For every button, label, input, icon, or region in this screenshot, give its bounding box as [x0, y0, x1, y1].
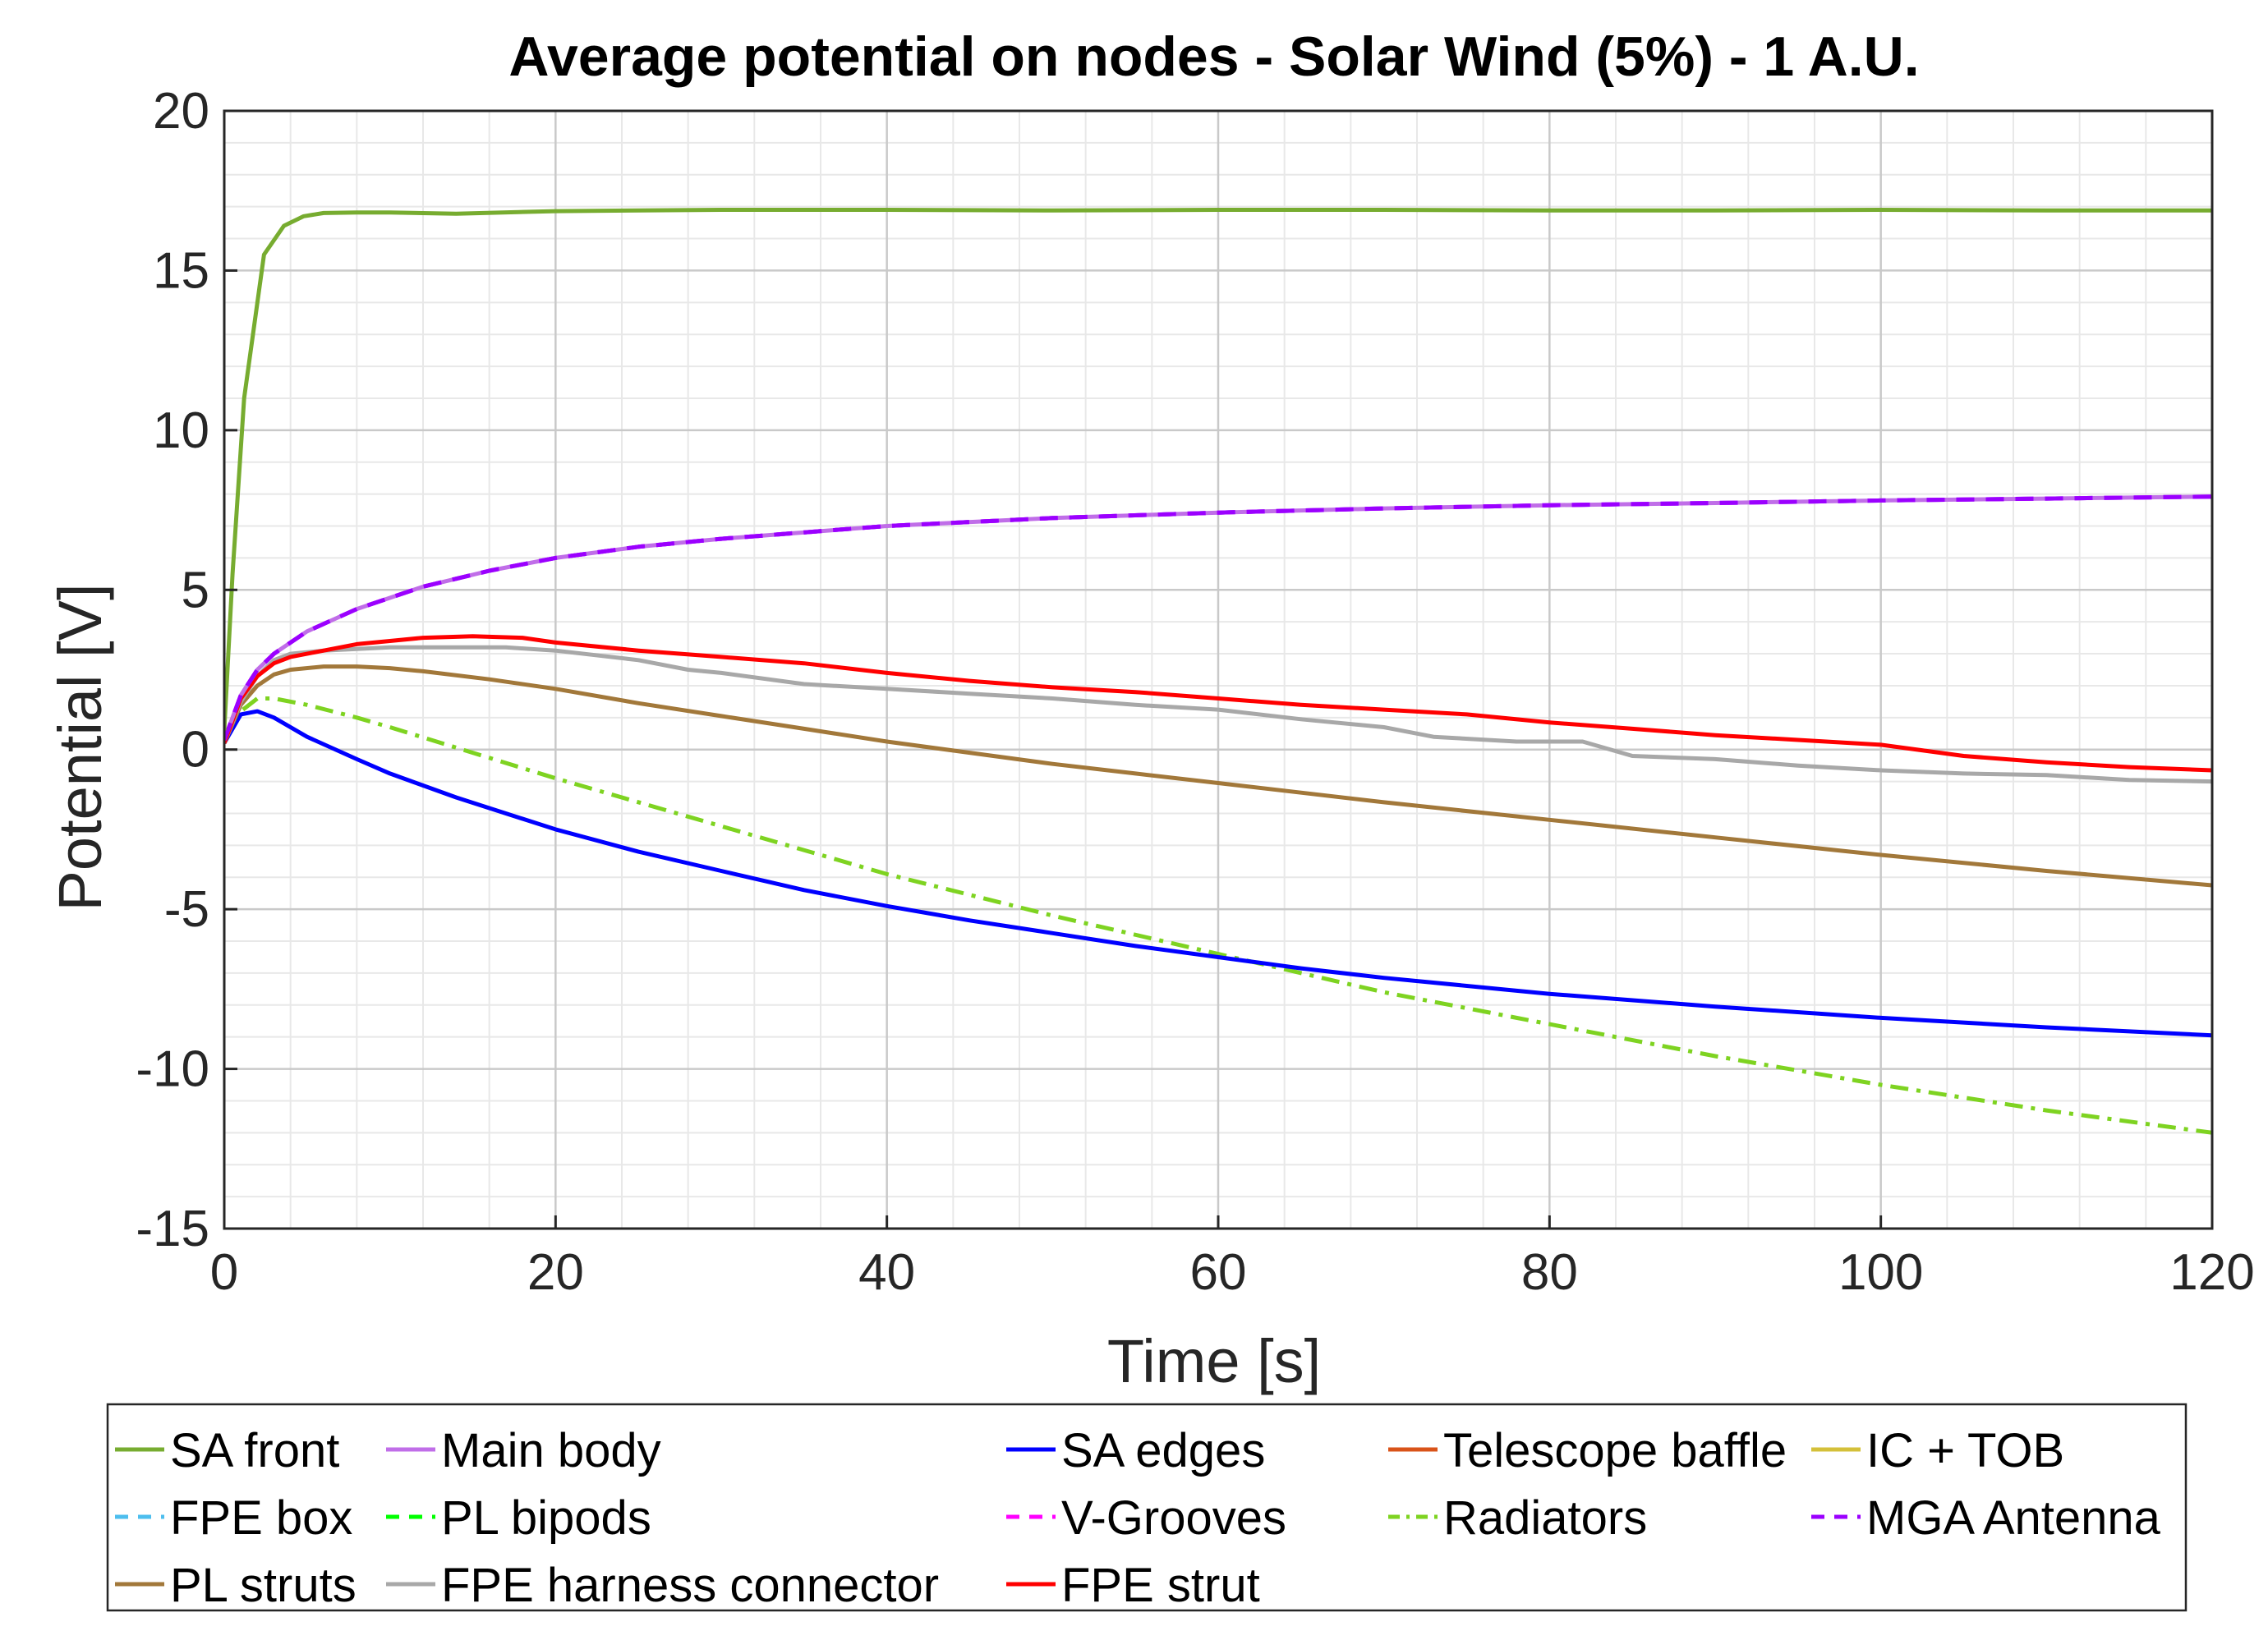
legend-label-ic-tob: IC + TOB — [1866, 1424, 2064, 1477]
series-line-pl-struts — [224, 664, 2212, 888]
legend-label-fpe-strut: FPE strut — [1061, 1559, 1260, 1612]
legend-label-main-body: Main body — [441, 1424, 661, 1477]
y-tick-label: 15 — [153, 242, 209, 299]
legend-label-telescope-baffle: Telescope baffle — [1443, 1424, 1787, 1477]
x-tick-label: 0 — [210, 1244, 238, 1301]
legend-label-fpe-box: FPE box — [170, 1491, 352, 1545]
series-line-main-body — [224, 494, 2212, 741]
y-tick-label: 20 — [153, 83, 209, 140]
series-line-fpe-strut — [224, 634, 2212, 773]
legend-label-sa-edges: SA edges — [1061, 1424, 1265, 1477]
series-line-sa-edges — [224, 709, 2212, 1038]
chart-title: Average potential on nodes - Solar Wind … — [508, 25, 1919, 88]
x-tick-label: 100 — [1838, 1244, 1923, 1301]
legend-label-v-grooves: V-Grooves — [1061, 1491, 1286, 1545]
legend: SA front Main body SA edges Telescope baffl… — [106, 1403, 2187, 1612]
x-tick-label: 120 — [2169, 1244, 2254, 1301]
y-tick-label: 10 — [153, 402, 209, 459]
series-line-radiators — [224, 696, 2212, 1135]
x-tick-label: 20 — [527, 1244, 584, 1301]
legend-label-radiators: Radiators — [1443, 1491, 1647, 1545]
x-tick-label: 80 — [1521, 1244, 1578, 1301]
y-tick-label: -10 — [136, 1041, 209, 1098]
x-tick-label: 40 — [858, 1244, 915, 1301]
y-tick-label: 5 — [182, 562, 209, 618]
axis-ticks: 0 20 40 60 80 100 120 -15 -10 -5 0 5 10 15 20 — [136, 83, 2254, 1301]
y-tick-label: -15 — [136, 1201, 209, 1257]
legend-label-pl-struts: PL struts — [170, 1559, 357, 1612]
legend-box — [106, 1403, 2187, 1612]
series-line-sa-front — [224, 208, 2212, 731]
y-tick-label: 0 — [182, 722, 209, 779]
legend-label-sa-front: SA front — [170, 1424, 339, 1477]
x-tick-label: 60 — [1190, 1244, 1247, 1301]
legend-label-pl-bipods: PL bipods — [441, 1491, 651, 1545]
series-line-fpe-harness-connector — [224, 645, 2212, 784]
legend-label-fpe-harness-connector: FPE harness connector — [441, 1559, 939, 1612]
y-axis-label: Potential [V] — [46, 583, 114, 911]
series-layer — [224, 208, 2212, 1135]
y-tick-label: -5 — [164, 881, 209, 938]
x-axis-label: Time [s] — [1107, 1327, 1321, 1395]
legend-label-mga-antenna: MGA Antenna — [1866, 1491, 2161, 1545]
